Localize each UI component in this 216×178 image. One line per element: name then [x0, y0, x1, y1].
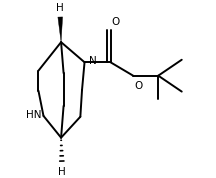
Text: HN: HN: [26, 110, 41, 120]
Text: O: O: [112, 17, 120, 27]
Polygon shape: [58, 17, 63, 42]
Text: O: O: [134, 81, 142, 91]
Text: H: H: [56, 3, 64, 13]
Text: H: H: [58, 167, 66, 177]
Text: N: N: [89, 56, 97, 66]
